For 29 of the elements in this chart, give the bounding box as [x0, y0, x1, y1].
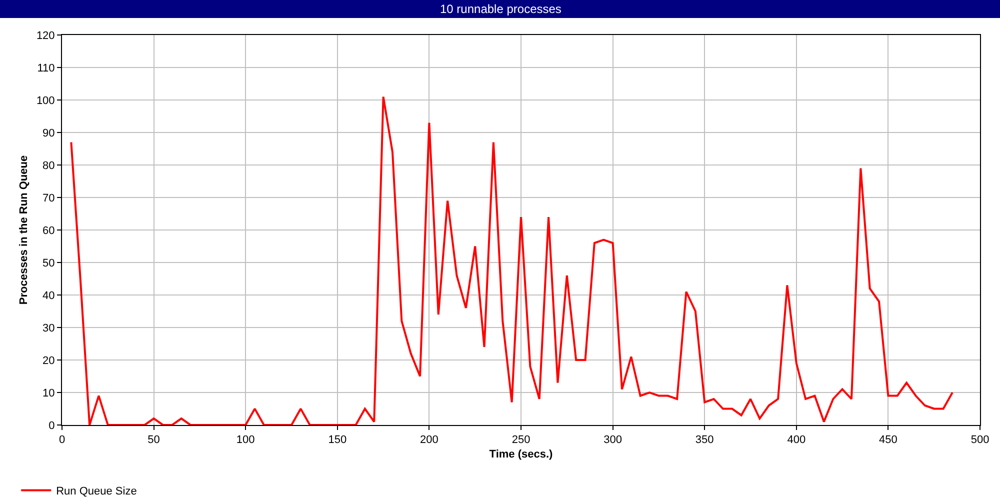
y-tick-label: 90 [42, 127, 55, 140]
y-tick-label: 70 [42, 192, 55, 204]
x-tick-label: 100 [236, 434, 255, 446]
x-tick-label: 150 [328, 434, 347, 446]
y-tick-label: 40 [42, 290, 55, 302]
y-tick-label: 120 [36, 30, 55, 42]
y-tick-label: 50 [42, 257, 55, 270]
x-tick-label: 50 [148, 434, 160, 446]
y-tick-label: 20 [42, 354, 55, 367]
x-tick-label: 350 [695, 434, 714, 446]
y-tick-label: 110 [37, 62, 55, 74]
x-tick-label: 250 [512, 434, 530, 446]
x-tick-label: 400 [787, 434, 806, 446]
y-tick-label: 10 [42, 387, 55, 400]
y-tick-label: 80 [42, 160, 55, 172]
x-tick-label: 500 [970, 434, 990, 446]
legend-label: Run Queue Size [56, 485, 137, 498]
x-axis-title: Time (secs.) [489, 448, 554, 460]
y-tick-label: 0 [48, 420, 55, 432]
y-tick-label: 60 [42, 224, 55, 237]
x-tick-label: 200 [420, 434, 438, 446]
x-tick-label: 450 [879, 434, 898, 446]
y-tick-label: 30 [42, 322, 55, 334]
line-series [70, 96, 954, 425]
y-tick-label: 100 [36, 94, 55, 107]
x-tick-label: 300 [604, 434, 622, 446]
y-axis-title: Processes in the Run Queue [18, 155, 30, 305]
x-tick-label: 0 [58, 434, 66, 446]
chart-title: 10 runnable processes [440, 2, 562, 16]
